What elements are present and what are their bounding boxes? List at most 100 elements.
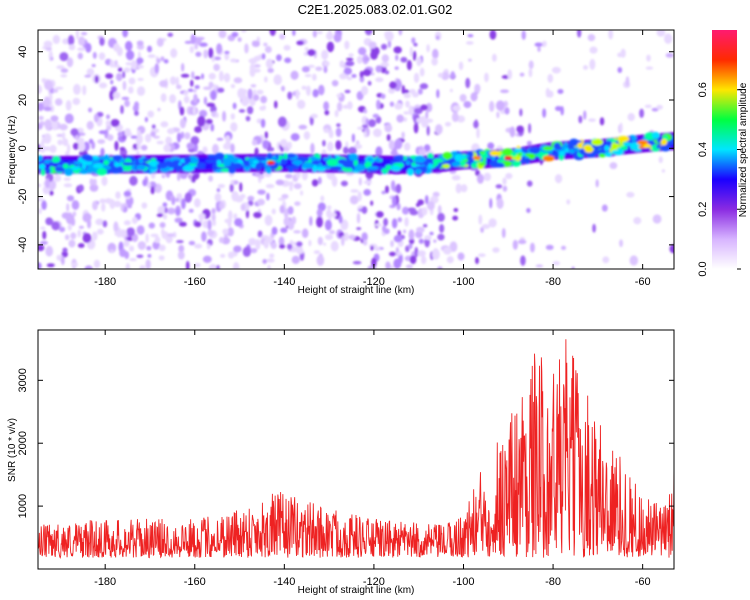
ridge-blob <box>147 160 159 167</box>
noise-blob <box>203 86 212 90</box>
noise-blob <box>75 30 79 40</box>
spectrogram-panel: -180 -160 -140 -120 -100 -80 -60 -40 -20 0 20 40 H… <box>7 29 675 296</box>
noise-blob <box>534 42 543 47</box>
noise-blob <box>167 207 176 215</box>
ridge-peak <box>643 143 652 148</box>
noise-blob <box>251 40 257 47</box>
noise-blob <box>160 93 167 103</box>
noise-blob <box>150 233 159 238</box>
noise-blob <box>208 72 216 80</box>
noise-blob <box>401 131 405 139</box>
noise-blob <box>176 240 184 244</box>
noise-blob <box>117 131 124 137</box>
ridge-blob <box>175 165 184 169</box>
noise-blob <box>339 73 348 80</box>
noise-blob <box>390 150 398 156</box>
noise-blob <box>547 90 554 98</box>
noise-blob <box>64 234 70 241</box>
ridge-blob <box>122 163 133 172</box>
noise-blob <box>80 31 88 36</box>
ridge-core <box>49 159 51 172</box>
ridge-core <box>46 159 48 172</box>
ridge-core <box>376 158 378 171</box>
noise-blob <box>191 174 196 183</box>
y-tick-label: 0 <box>17 145 29 151</box>
noise-blob <box>92 231 98 241</box>
ridge-core <box>488 153 490 166</box>
noise-blob <box>431 248 440 260</box>
noise-blob <box>65 100 72 111</box>
noise-blob <box>388 87 396 94</box>
noise-blob <box>341 235 345 247</box>
ridge-blob <box>517 152 523 157</box>
noise-blob <box>381 190 386 195</box>
noise-blob <box>100 147 105 157</box>
noise-blob <box>159 222 166 228</box>
noise-blob <box>68 44 76 51</box>
noise-blob <box>264 214 273 226</box>
noise-blob <box>247 195 255 202</box>
noise-blob <box>639 108 645 118</box>
noise-blob <box>356 212 361 224</box>
ridge-blob <box>428 163 433 169</box>
noise-blob <box>164 207 168 214</box>
noise-blob <box>646 54 651 62</box>
noise-blob <box>424 195 429 205</box>
ridge-blob <box>617 135 630 142</box>
noise-blob <box>375 116 382 124</box>
noise-blob <box>277 116 287 128</box>
noise-blob <box>162 213 168 220</box>
noise-blob <box>271 226 278 235</box>
ridge-core <box>384 158 386 171</box>
noise-blob <box>156 213 164 218</box>
noise-blob <box>348 53 354 58</box>
noise-blob <box>495 100 505 111</box>
ridge-blob <box>445 156 450 160</box>
noise-blob <box>82 213 92 223</box>
ridge-blob <box>605 140 612 147</box>
ridge-blob <box>524 153 534 157</box>
noise-blob <box>160 56 165 62</box>
noise-blob <box>211 219 217 227</box>
noise-blob <box>439 224 445 233</box>
noise-blob <box>340 219 349 231</box>
noise-blob <box>396 203 401 211</box>
ridge-blob <box>224 158 232 167</box>
noise-blob <box>122 30 129 38</box>
noise-blob <box>194 126 203 133</box>
noise-blob <box>57 139 64 146</box>
noise-blob <box>501 228 506 239</box>
noise-blob <box>352 261 362 265</box>
ridge-blob <box>63 167 74 176</box>
ridge-core <box>186 157 188 170</box>
ridge-blob <box>637 139 649 146</box>
ridge-blob <box>205 159 216 164</box>
noise-blob <box>340 180 348 187</box>
noise-blob <box>346 172 354 176</box>
noise-blob <box>283 208 289 219</box>
noise-blob <box>356 227 362 231</box>
noise-blob <box>509 126 516 138</box>
noise-blob <box>373 128 382 138</box>
colorbar-gradient <box>712 30 737 269</box>
y-tick-label: 3000 <box>17 368 29 392</box>
ridge-blob <box>134 159 140 167</box>
noise-blob <box>393 258 402 269</box>
noise-blob <box>177 250 185 260</box>
noise-blob <box>413 122 419 134</box>
noise-blob <box>109 89 115 101</box>
noise-blob <box>351 133 356 143</box>
noise-blob <box>105 120 111 127</box>
ridge-core <box>205 157 207 170</box>
x-tick-label: -140 <box>273 576 295 588</box>
ridge-blob <box>390 165 401 171</box>
noise-blob <box>158 255 165 261</box>
ridge-blob <box>421 165 428 173</box>
noise-blob <box>201 73 205 80</box>
ridge-core <box>553 144 555 157</box>
ridge-blob <box>255 156 267 162</box>
noise-blob <box>413 42 418 47</box>
noise-blob <box>401 84 406 95</box>
snr-y-label: SNR (10 * v/v) <box>7 418 18 482</box>
noise-blob <box>323 101 330 111</box>
